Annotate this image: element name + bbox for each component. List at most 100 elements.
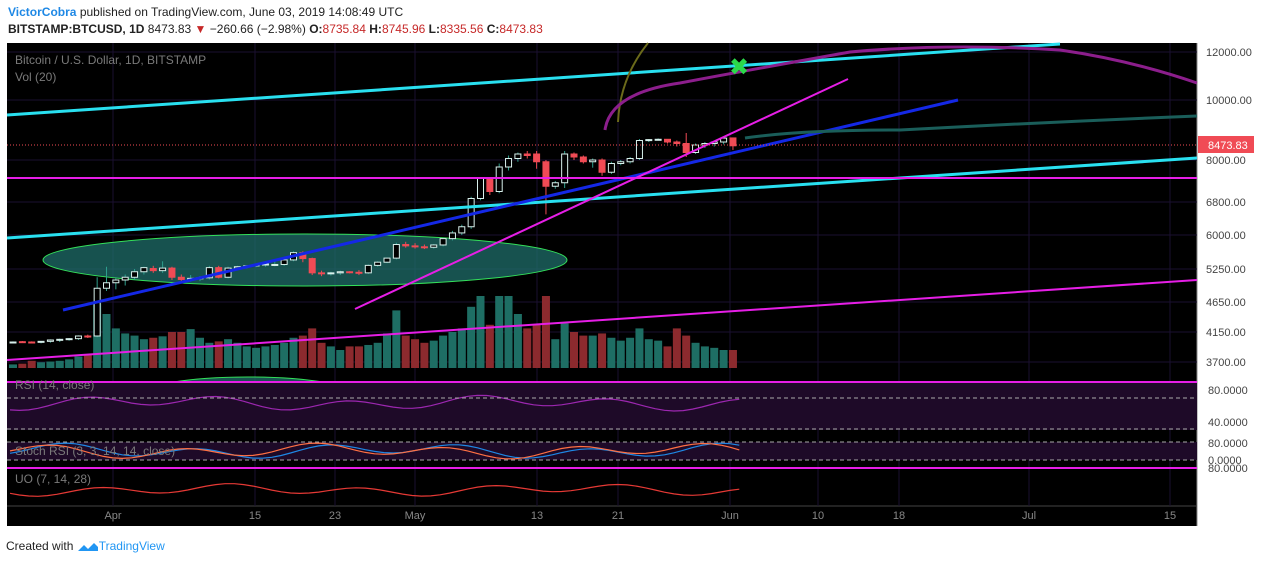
volume-bar	[111, 328, 120, 368]
uo-level-80: 80.0000	[1208, 463, 1248, 475]
volume-bar	[579, 335, 588, 368]
rsi-level-80: 80.0000	[1208, 385, 1248, 397]
volume-bar	[233, 342, 242, 368]
candle-body	[635, 140, 643, 159]
candle-body	[617, 161, 625, 164]
candle-body	[18, 341, 26, 344]
volume-bar	[448, 332, 457, 368]
footer: Created with TradingView	[6, 539, 165, 553]
volume-bar	[700, 346, 709, 368]
price-tick-label: 6800.00	[1206, 197, 1246, 209]
volume-bar	[336, 350, 345, 368]
candle-body	[271, 263, 279, 266]
candle-body	[205, 267, 213, 279]
volume-bar	[560, 323, 569, 368]
candle-body	[336, 271, 344, 274]
volume-bar	[420, 342, 429, 368]
candle-body	[149, 268, 157, 272]
candle-body	[607, 163, 615, 173]
ma-purple	[603, 45, 1198, 131]
candle-body	[439, 238, 447, 246]
candle-body	[121, 276, 129, 281]
candle-body	[392, 244, 400, 259]
volume-bar	[457, 328, 466, 368]
stoch-rsi-label: Stoch RSI (3, 3, 14, 14, close)	[15, 444, 175, 458]
volume-bar	[364, 344, 373, 368]
volume-bar	[261, 346, 270, 368]
candle-body	[84, 335, 92, 338]
volume-bar	[196, 337, 204, 368]
volume-bar	[672, 328, 681, 368]
time-axis: Apr 15 23 May 13 21 Jun 10 18 Jul 15	[104, 510, 1176, 522]
volume-bar	[644, 339, 653, 368]
price-tick-label: 12000.00	[1206, 47, 1252, 59]
volume-bar	[121, 333, 130, 368]
candle-body	[505, 158, 513, 168]
candle-body	[589, 159, 597, 163]
volume-bar	[9, 364, 17, 368]
volume-bar	[532, 324, 541, 368]
last-price: 8473.83	[147, 22, 192, 36]
candle-body	[729, 137, 737, 147]
volume-bar	[224, 339, 233, 368]
volume-bar	[83, 355, 92, 368]
time-tick-label: 10	[812, 510, 824, 522]
candle-body	[402, 244, 410, 247]
volume-bar	[27, 360, 36, 368]
candle-body	[28, 341, 36, 344]
candle-body	[514, 153, 522, 159]
price-tick-label: 10000.00	[1206, 95, 1252, 107]
volume-bar	[504, 296, 513, 368]
candle-body	[486, 177, 494, 192]
volume-bar	[298, 335, 307, 368]
time-tick-label: 15	[1164, 510, 1176, 522]
volume-bar	[607, 337, 616, 368]
volume-bar	[392, 310, 401, 368]
green-x-marker: ✖	[729, 53, 749, 81]
candle-body	[131, 271, 139, 278]
price-tick-label: 5250.00	[1206, 264, 1246, 276]
ma-olive	[617, 42, 649, 123]
candle-body	[346, 271, 354, 274]
volume-bar	[252, 347, 261, 368]
close-value: 8473.83	[499, 22, 543, 36]
volume-bar	[467, 306, 476, 368]
stoch-band	[7, 442, 1197, 460]
volume-bar	[289, 337, 298, 368]
volume-bar	[345, 346, 354, 368]
low-value: 8335.56	[440, 22, 484, 36]
symbol-name: BITSTAMP:BTCUSD, 1D	[8, 22, 145, 36]
volume-bar	[37, 362, 46, 368]
candle-body	[495, 166, 503, 192]
volume-bar	[55, 360, 64, 368]
volume-bar	[280, 342, 289, 368]
author-link[interactable]: VictorCobra	[8, 5, 77, 19]
volume-bar	[326, 346, 335, 368]
volume-bar	[719, 350, 728, 368]
candle-body	[46, 339, 54, 342]
price-chart[interactable]: ✖ Bitcoin / U.S. Dollar, 1D, BITSTAMP Vo…	[0, 38, 1273, 530]
symbol-line: BITSTAMP:BTCUSD, 1D 8473.83 ▼ −260.66 (−…	[8, 22, 543, 36]
candle-body	[93, 287, 101, 337]
time-tick-label: May	[405, 510, 426, 522]
down-arrow-icon: ▼	[194, 22, 207, 36]
volume-bar	[18, 363, 27, 368]
candle-body	[411, 245, 419, 248]
rsi-band	[7, 382, 1197, 430]
volume-bar	[728, 350, 737, 368]
candle-body	[112, 279, 120, 284]
candle-body	[420, 246, 428, 249]
price-tick-label: 8000.00	[1206, 155, 1246, 167]
volume-bar	[383, 333, 391, 368]
volume-bar	[177, 332, 186, 368]
tradingview-link[interactable]: TradingView	[98, 539, 165, 553]
candle-body	[327, 272, 335, 275]
chart-title: Bitcoin / U.S. Dollar, 1D, BITSTAMP	[15, 53, 206, 67]
volume-bar	[46, 361, 55, 368]
volume-bar	[654, 340, 663, 368]
candle-body	[533, 153, 541, 163]
volume-bar	[570, 332, 578, 368]
time-tick-label: 18	[893, 510, 905, 522]
volume-bar	[242, 346, 251, 368]
time-tick-label: 21	[612, 510, 624, 522]
